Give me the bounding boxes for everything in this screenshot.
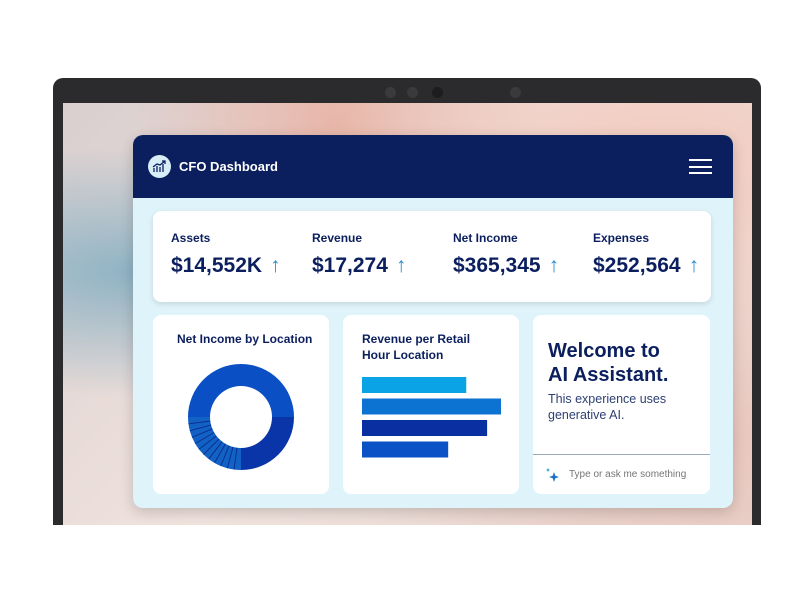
kpi-label: Revenue: [312, 231, 363, 245]
donut-slice-divider: [194, 432, 215, 444]
donut-chart: [188, 364, 294, 470]
bar[interactable]: [362, 420, 488, 436]
kpi-value: $17,274: [312, 254, 388, 277]
sensor-icon: [407, 87, 418, 98]
kpi-label: Expenses: [593, 231, 650, 245]
bar-chart: [362, 377, 501, 458]
donut-slice-divider: [214, 443, 226, 464]
kpi-assets: Assets $14,552K ↑: [171, 231, 281, 278]
donut-slice-divider: [191, 428, 213, 438]
cfo-dashboard: CFO Dashboard Assets $14,552K ↑ Revenue $…: [133, 135, 733, 508]
ai-assistant-card: Welcome to AI Assistant. This experience…: [533, 315, 710, 494]
kpi-revenue: Revenue $17,274 ↑: [312, 231, 406, 278]
kpi-label: Assets: [171, 231, 211, 245]
assistant-heading: Welcome to: [548, 340, 660, 362]
revenue-bar-card[interactable]: Revenue per Retail Hour Location: [343, 315, 519, 494]
camera-icon: [432, 87, 443, 98]
kpi-value: $365,345: [453, 254, 541, 277]
kpi-net-income: Net Income $365,345 ↑: [453, 231, 559, 278]
donut-slice-divider: [226, 446, 234, 469]
sparkle-icon: [546, 467, 559, 482]
hamburger-menu-icon[interactable]: [689, 159, 712, 174]
kpi-card: Assets $14,552K ↑ Revenue $17,274 ↑ Net In…: [153, 211, 711, 302]
kpi-expenses: Expenses $252,564 ↑: [593, 231, 699, 278]
header: CFO Dashboard: [133, 135, 733, 198]
card-title: Net Income by Location: [177, 332, 313, 346]
donut-slice-divider: [220, 445, 230, 467]
card-title: Revenue per Retail: [362, 332, 471, 346]
sensor-icon: [510, 87, 521, 98]
sensor-icon: [385, 87, 396, 98]
donut-slice-divider: [188, 420, 211, 425]
kpi-value: $252,564: [593, 254, 681, 277]
chart-trend-icon: [148, 155, 171, 178]
card-title: Hour Location: [362, 348, 444, 362]
donut-slice-divider: [233, 447, 238, 470]
arrow-up-icon: ↑: [688, 254, 700, 277]
assistant-prompt-input[interactable]: [569, 469, 709, 480]
donut-slice-divider: [203, 438, 220, 455]
donut-slice-divider: [189, 424, 212, 432]
assistant-heading: AI Assistant.: [548, 364, 669, 386]
assistant-subtitle: generative AI.: [548, 408, 625, 422]
net-income-card[interactable]: Net Income by Location: [153, 315, 329, 494]
bar[interactable]: [362, 377, 467, 393]
arrow-up-icon: ↑: [548, 254, 560, 277]
kpi-value: $14,552K: [171, 254, 263, 277]
kpi-label: Net Income: [453, 231, 518, 245]
assistant-input-bar: [533, 454, 710, 494]
arrow-up-icon: ↑: [395, 254, 407, 277]
donut-slice-divider: [208, 441, 223, 460]
arrow-up-icon: ↑: [270, 254, 281, 277]
bar[interactable]: [362, 398, 501, 415]
assistant-subtitle: This experience uses: [548, 392, 667, 406]
donut-slice[interactable]: [241, 417, 294, 470]
donut-slice[interactable]: [188, 364, 294, 417]
donut-slice-divider: [198, 435, 217, 450]
app-title: CFO Dashboard: [179, 159, 278, 174]
bar[interactable]: [362, 441, 449, 458]
